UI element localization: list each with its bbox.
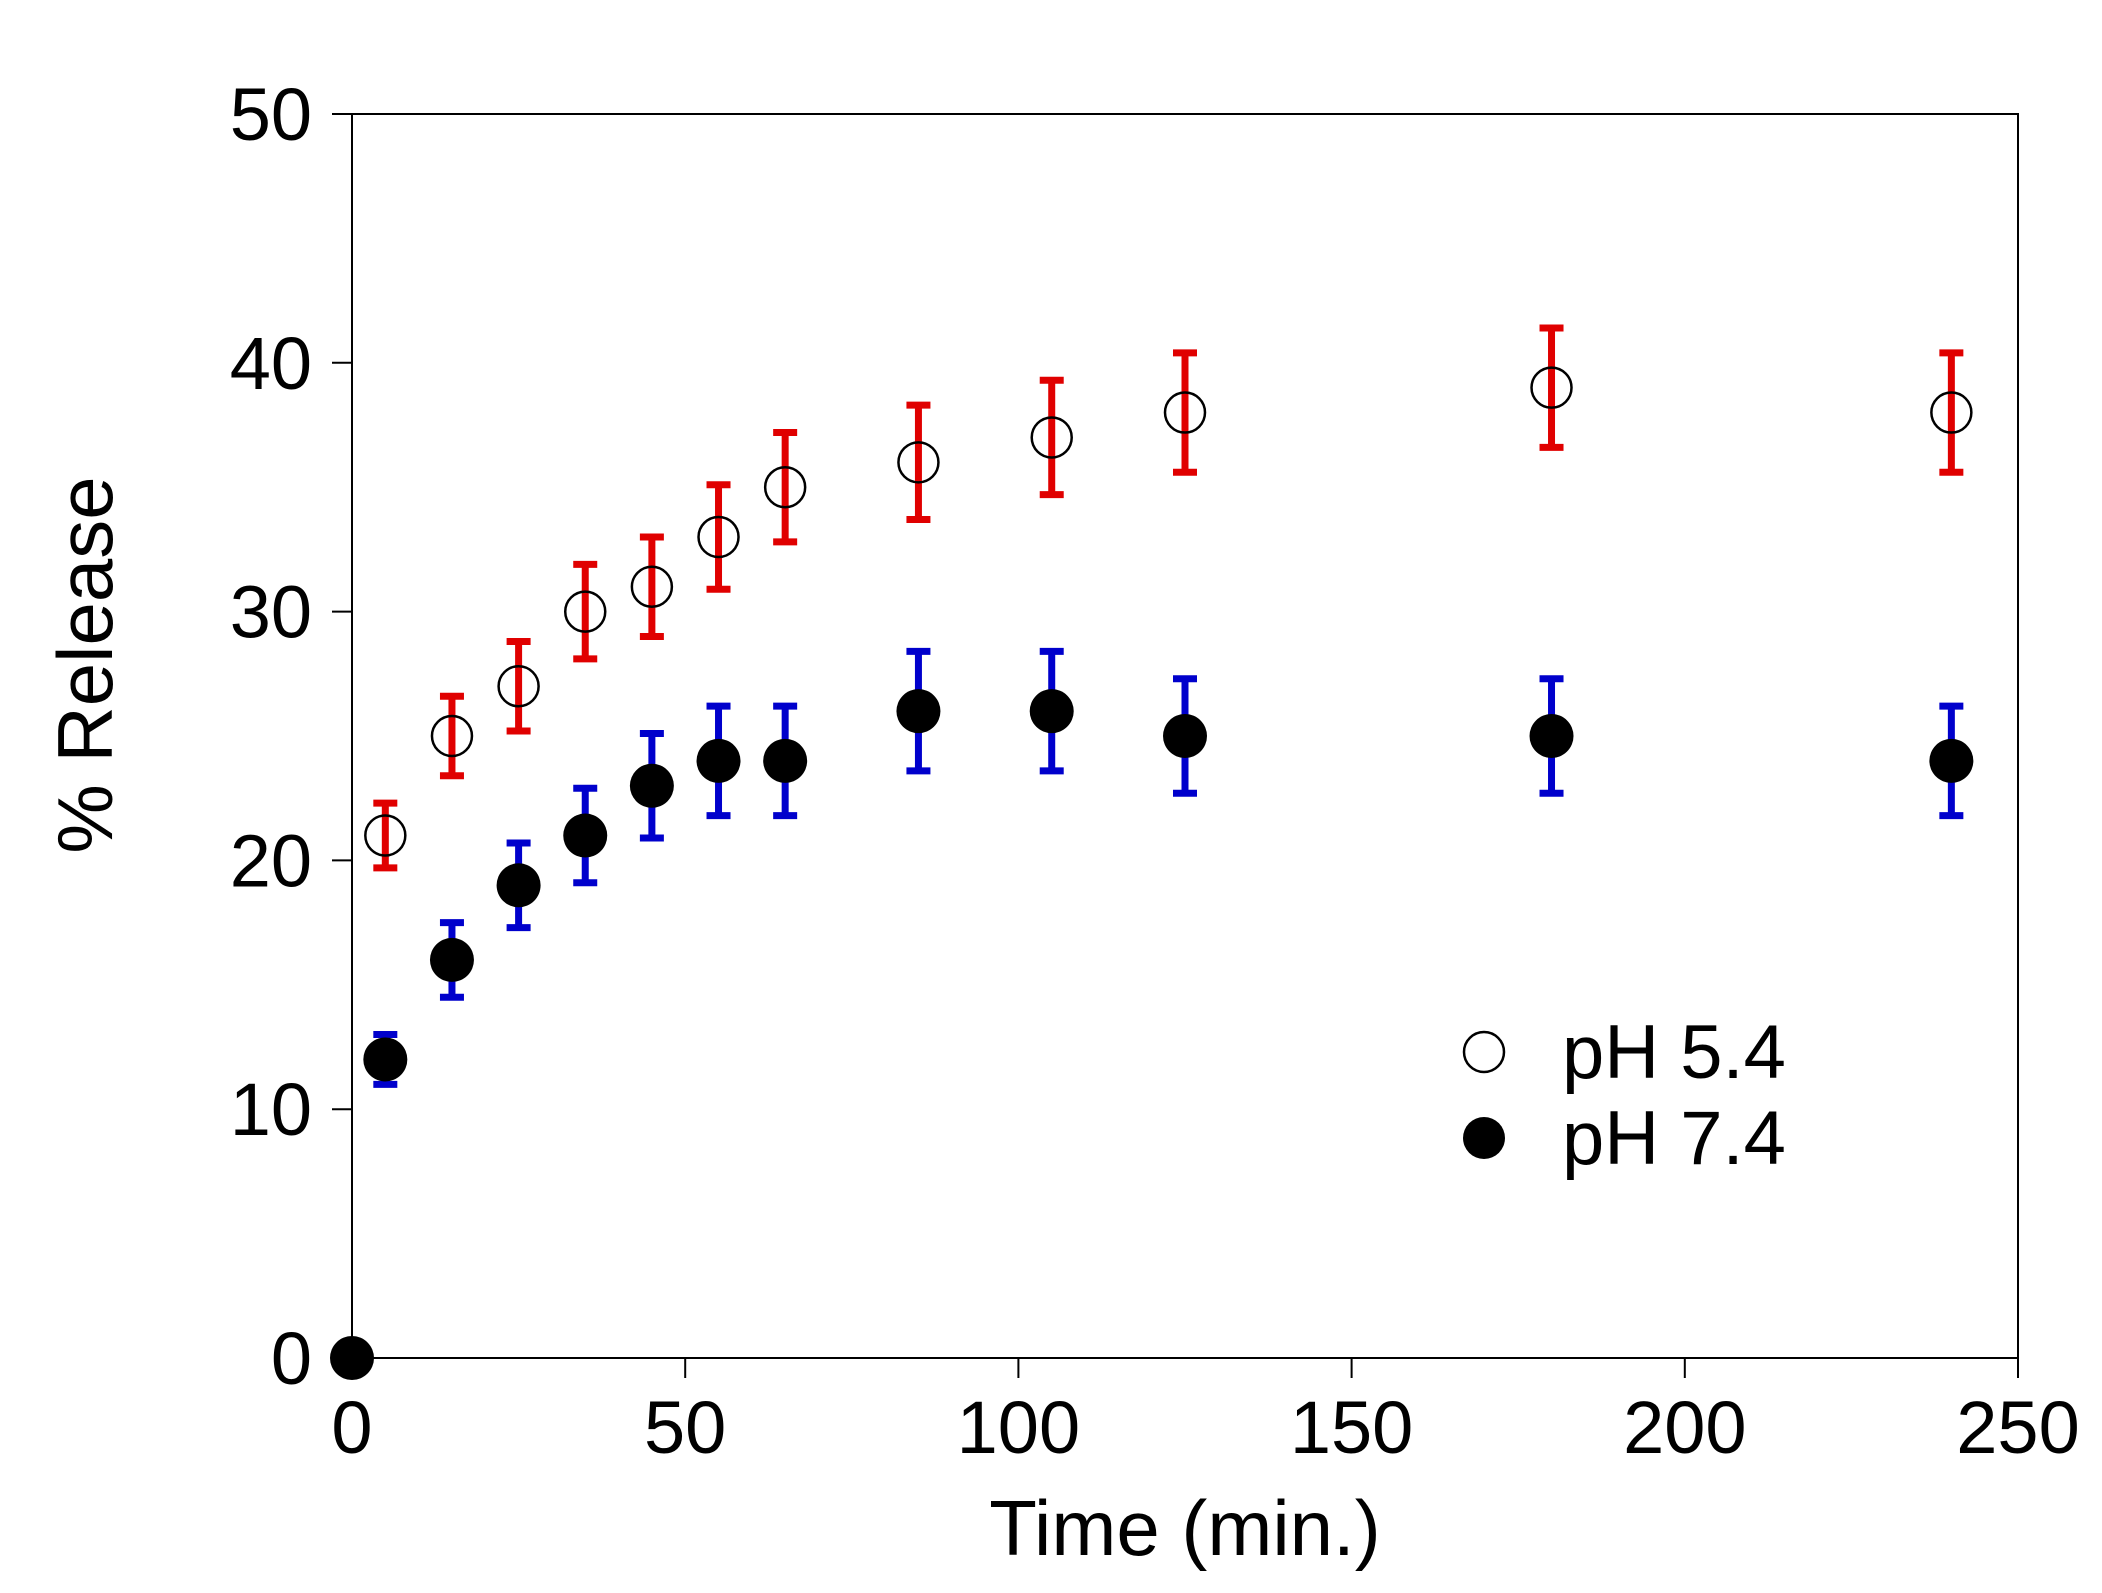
data-point <box>1163 391 1207 434</box>
y-tick-label: 10 <box>230 1068 312 1151</box>
legend-marker-ph-7-4 <box>1463 1117 1505 1159</box>
data-point <box>363 1037 408 1082</box>
error-bar <box>639 533 664 640</box>
data-point <box>1929 738 1974 783</box>
data-point <box>430 714 474 758</box>
legend: pH 5.4 pH 7.4 <box>1462 1010 1786 1181</box>
legend-label-ph-7-4: pH 7.4 <box>1562 1096 1786 1181</box>
error-bar <box>506 637 531 735</box>
x-tick-label: 100 <box>957 1386 1080 1469</box>
error-bar <box>906 401 931 524</box>
data-point <box>330 1336 374 1380</box>
x-tick-label: 50 <box>644 1386 726 1469</box>
y-axis-ticks: 0 10 20 30 40 50 <box>230 73 352 1400</box>
y-tick-label: 0 <box>271 1317 312 1400</box>
y-tick-label: 40 <box>230 322 312 405</box>
data-point <box>496 863 541 908</box>
data-point <box>563 813 608 858</box>
data-point <box>364 814 407 857</box>
data-point <box>563 590 607 633</box>
error-bar <box>373 799 398 872</box>
data-point <box>497 664 540 708</box>
x-tick-label: 150 <box>1290 1386 1413 1469</box>
y-axis-label: % Release <box>41 476 129 853</box>
data-point <box>1930 391 1973 434</box>
y-tick-label: 50 <box>230 73 312 156</box>
data-point <box>1163 714 1207 758</box>
data-point <box>1529 714 1574 758</box>
data-point <box>630 565 674 608</box>
data-point <box>896 689 941 734</box>
series-ph-5-4 <box>364 324 1973 872</box>
legend-marker-ph-5-4 <box>1462 1030 1506 1074</box>
error-bar <box>439 692 464 780</box>
data-point <box>763 465 807 509</box>
data-point <box>1530 366 1573 409</box>
data-point <box>696 738 741 783</box>
plot-border <box>351 113 2019 1359</box>
x-tick-label: 0 <box>331 1386 372 1469</box>
series-ph-7-4 <box>330 647 1974 1380</box>
plot-frame <box>351 113 2019 1359</box>
error-bar <box>773 428 798 546</box>
data-point <box>1029 689 1074 734</box>
data-point <box>697 515 740 559</box>
data-point <box>763 738 808 783</box>
y-tick-label: 20 <box>230 819 312 902</box>
error-bar <box>1939 349 1964 476</box>
data-point <box>429 937 474 982</box>
error-bar <box>573 560 598 663</box>
x-axis-ticks: 0 50 100 150 200 250 <box>331 1358 2080 1469</box>
error-bar <box>1039 376 1064 499</box>
x-tick-label: 250 <box>1956 1386 2079 1469</box>
data-point <box>1030 416 1073 459</box>
x-axis-label: Time (min.) <box>989 1484 1380 1572</box>
data-point <box>629 763 674 808</box>
error-bar <box>706 481 731 593</box>
legend-label-ph-5-4: pH 5.4 <box>1562 1010 1786 1095</box>
data-point <box>897 441 940 484</box>
series-layer <box>330 324 1974 1380</box>
error-bar <box>1539 324 1564 451</box>
error-bar <box>1173 349 1197 476</box>
x-tick-label: 200 <box>1623 1386 1746 1469</box>
y-tick-label: 30 <box>230 571 312 654</box>
